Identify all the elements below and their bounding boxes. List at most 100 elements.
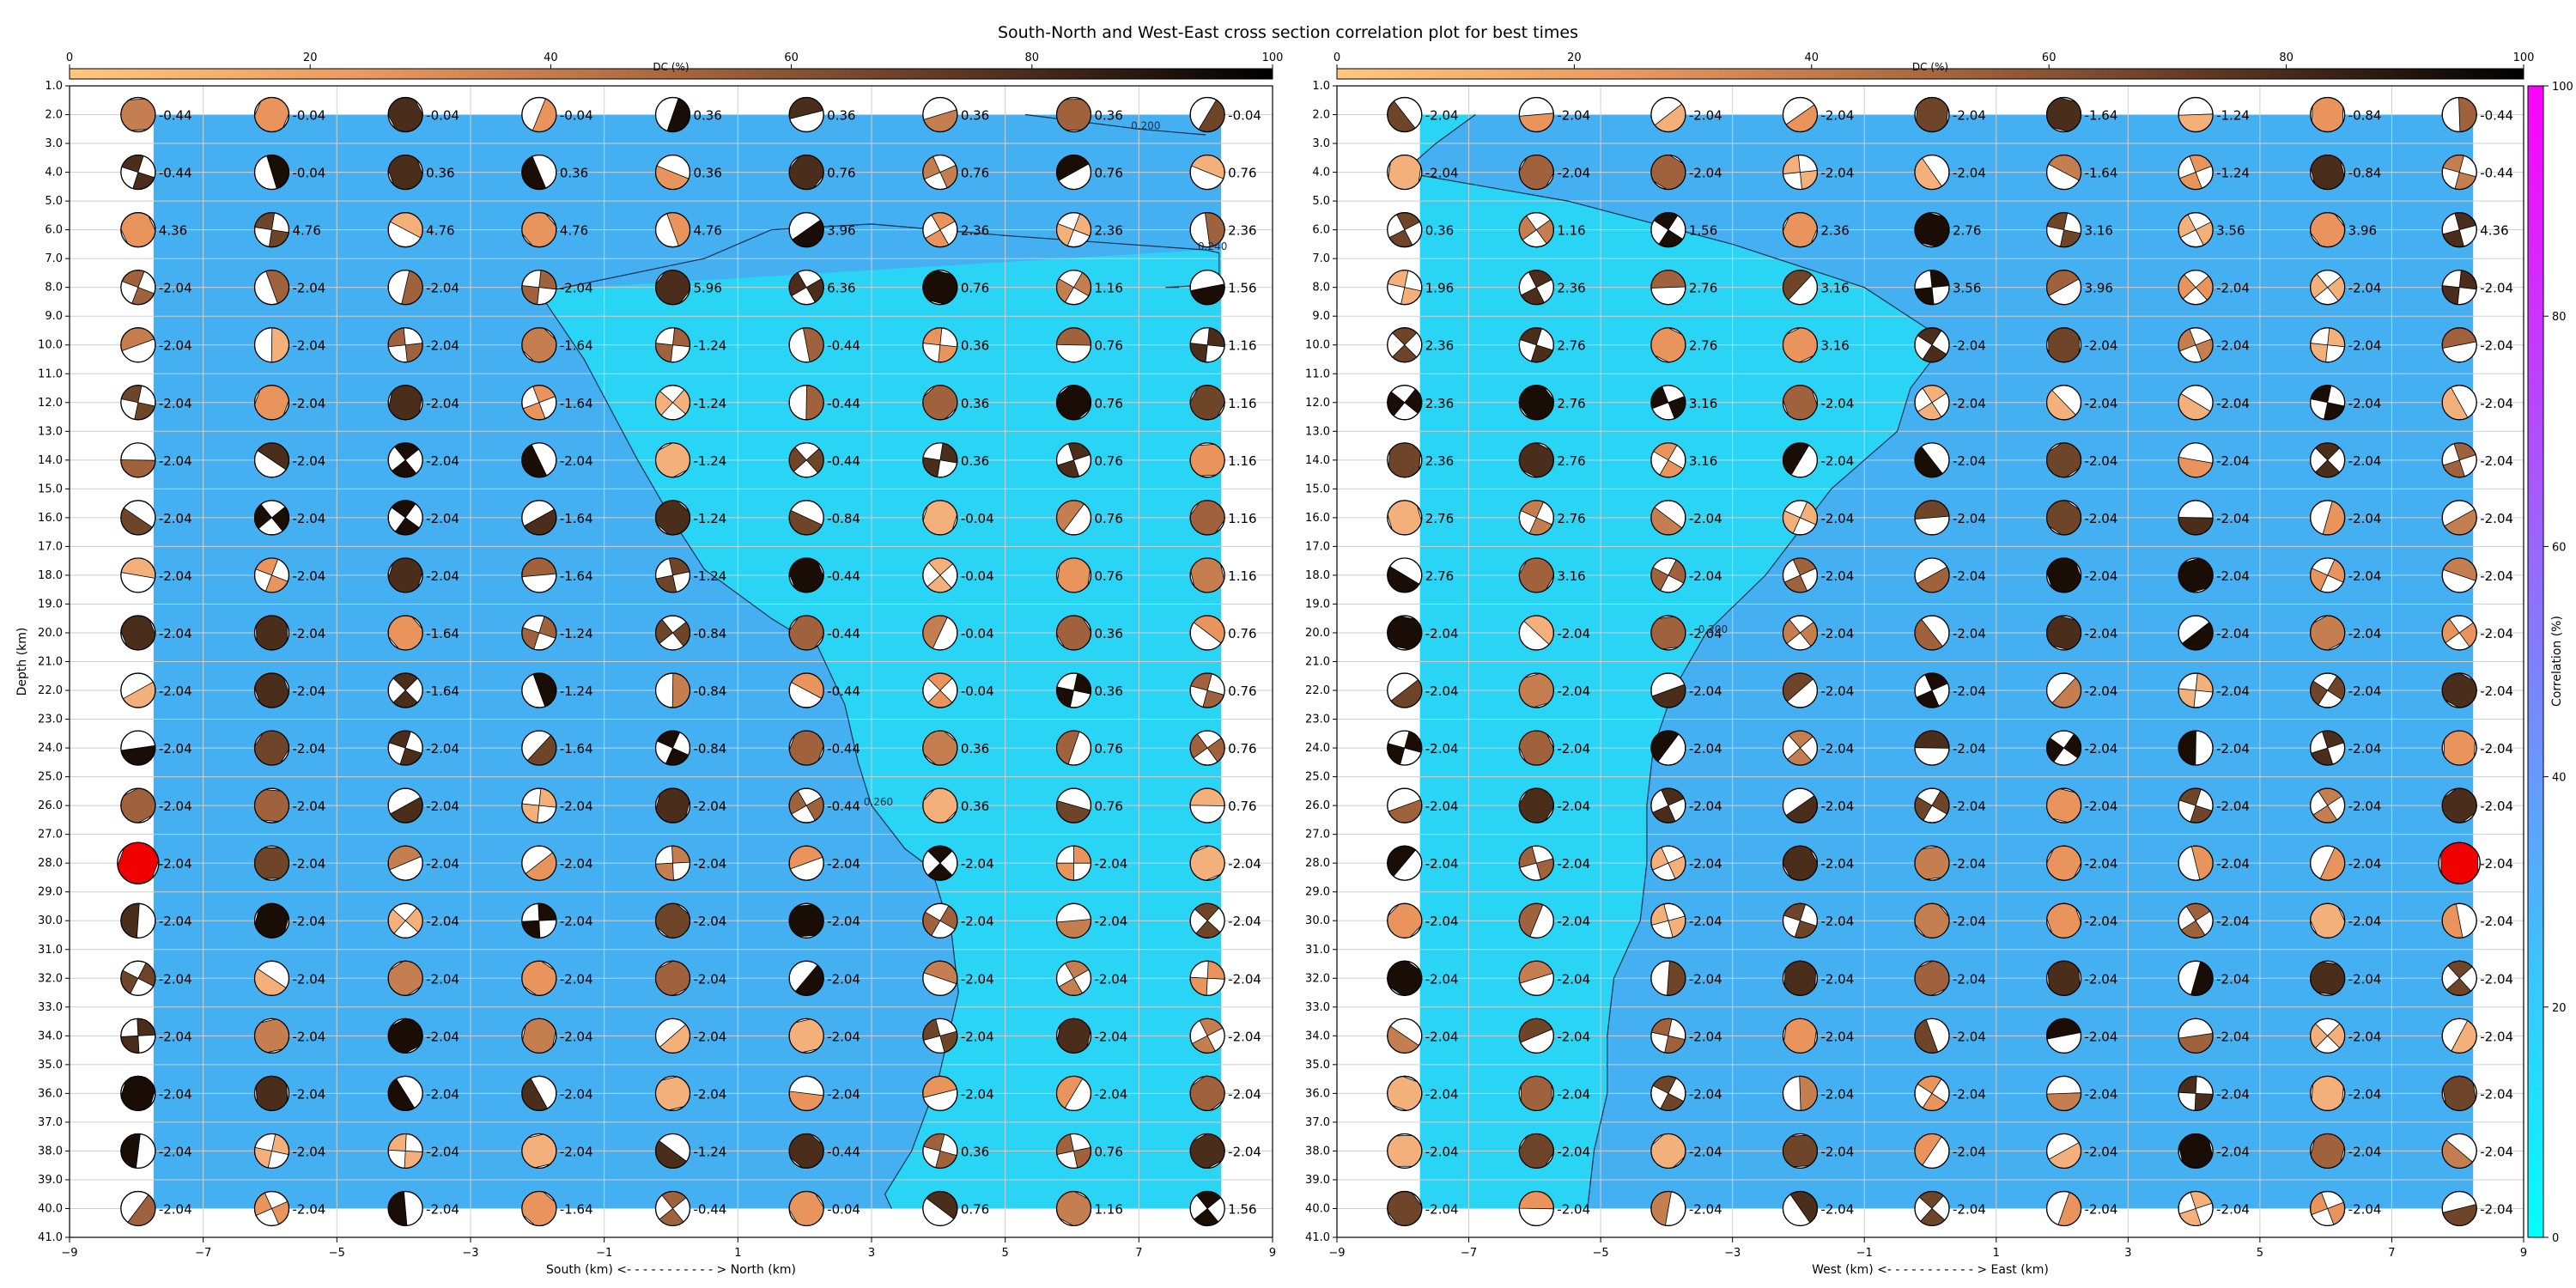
focal-mechanism — [1189, 327, 1225, 363]
focal-mechanism-outline — [1782, 902, 1819, 939]
focal-mechanism — [1387, 270, 1423, 306]
focal-mechanism-band — [2312, 97, 2344, 132]
focal-mechanism — [2441, 1133, 2477, 1170]
focal-mechanism-outline — [521, 1133, 557, 1170]
dc-colorbar-tick-label: 40 — [1805, 52, 1820, 64]
focal-mechanism-outline — [788, 442, 824, 478]
time-shift-label: 0.76 — [1095, 1144, 1123, 1159]
focal-mechanism-outline — [2441, 1018, 2477, 1054]
time-shift-label: -2.04 — [2348, 971, 2382, 987]
focal-mechanism-outline — [1518, 442, 1554, 478]
time-shift-label: -2.04 — [2348, 281, 2382, 296]
time-shift-label: -2.04 — [1820, 568, 1854, 584]
focal-mechanism — [922, 154, 958, 191]
correlation-colorbar: Correlation (%) 0 20 40 60 80 100 — [2527, 81, 2573, 1245]
time-shift-label: 0.76 — [1095, 166, 1123, 181]
focal-mechanism — [1387, 730, 1423, 766]
focal-mechanism-outline — [1782, 1018, 1819, 1054]
time-shift-label: -2.04 — [1953, 511, 1986, 526]
y-tick-label: 21.0 — [38, 656, 63, 669]
focal-mechanism — [2178, 385, 2214, 421]
focal-mechanism-outline — [1782, 615, 1819, 651]
focal-mechanism-band — [254, 847, 289, 879]
time-shift-label: 1.16 — [1228, 453, 1256, 469]
time-shift-label: -2.04 — [560, 453, 593, 469]
time-shift-label: -0.44 — [159, 166, 192, 181]
y-tick-label: 9.0 — [1312, 310, 1330, 323]
focal-mechanism-outline — [521, 270, 557, 306]
focal-mechanism-outline — [654, 442, 691, 478]
focal-mechanism — [1518, 1190, 1554, 1227]
time-shift-label: -2.04 — [1425, 741, 1459, 756]
time-shift-label: -2.04 — [2480, 799, 2513, 814]
focal-mechanism-outline — [120, 557, 156, 593]
focal-mechanism-outline — [387, 672, 423, 708]
time-shift-label: -2.04 — [1228, 1029, 1261, 1044]
focal-mechanism-outline — [521, 385, 557, 421]
time-shift-label: -1.64 — [560, 511, 593, 526]
focal-mechanism — [253, 154, 290, 191]
focal-mechanism-outline — [1518, 154, 1554, 191]
focal-mechanism-outline — [387, 1075, 423, 1111]
focal-mechanism — [1782, 845, 1819, 881]
focal-mechanism — [2441, 787, 2477, 823]
dc-colorbar-tick-label: 40 — [544, 52, 558, 64]
focal-mechanism — [654, 787, 691, 823]
time-shift-label: -2.04 — [2216, 281, 2250, 296]
focal-mechanism — [1055, 1133, 1092, 1170]
x-tick-label: −1 — [596, 1247, 612, 1260]
focal-mechanism — [1782, 787, 1819, 823]
focal-mechanism — [1782, 615, 1819, 651]
time-shift-label: -1.64 — [426, 626, 459, 641]
time-shift-label: -2.04 — [426, 856, 459, 872]
focal-mechanism-outline — [1650, 154, 1686, 191]
focal-mechanism-outline — [1055, 1190, 1092, 1227]
focal-mechanism-outline — [788, 212, 824, 248]
time-shift-label: -0.44 — [827, 396, 860, 411]
time-shift-label: -0.04 — [961, 626, 994, 641]
time-shift-label: -2.04 — [2216, 741, 2250, 756]
focal-mechanism — [788, 327, 824, 363]
focal-mechanism-outline — [2045, 1018, 2082, 1054]
focal-mechanism — [2045, 615, 2082, 651]
focal-mechanism-outline — [654, 500, 691, 536]
focal-mechanism — [788, 1133, 824, 1170]
focal-mechanism — [1518, 442, 1554, 478]
focal-mechanism-outline — [2438, 841, 2481, 884]
time-shift-label: -2.04 — [159, 799, 192, 814]
focal-mechanism — [2441, 672, 2477, 708]
time-shift-label: -0.44 — [827, 1144, 860, 1159]
focal-mechanism — [1387, 960, 1423, 996]
focal-mechanism — [922, 327, 958, 363]
focal-mechanism — [521, 1075, 557, 1111]
focal-mechanism-band — [2443, 730, 2476, 766]
focal-mechanism — [788, 270, 824, 306]
focal-mechanism-outline — [2310, 270, 2346, 306]
focal-mechanism-outline — [1055, 212, 1092, 248]
time-shift-label: -2.04 — [2480, 511, 2513, 526]
focal-mechanism-outline — [1650, 1190, 1686, 1227]
focal-mechanism-outline — [1914, 442, 1950, 478]
time-shift-label: 2.76 — [1557, 396, 1585, 411]
focal-mechanism — [2045, 270, 2082, 306]
focal-mechanism — [922, 270, 958, 306]
time-shift-label: 0.76 — [1095, 568, 1123, 584]
focal-mechanism — [2441, 327, 2477, 363]
time-shift-label: -2.04 — [1953, 856, 1986, 872]
time-shift-label: -2.04 — [2085, 741, 2118, 756]
focal-mechanism — [1650, 154, 1686, 191]
focal-mechanism-outline — [2178, 960, 2214, 996]
focal-mechanism — [1518, 270, 1554, 306]
correlation-colorbar-tick-label: 80 — [2552, 311, 2567, 324]
focal-mechanism — [1650, 442, 1686, 478]
focal-mechanism — [120, 557, 156, 593]
focal-mechanism — [387, 154, 423, 191]
y-tick-label: 3.0 — [45, 137, 63, 150]
focal-mechanism — [1782, 557, 1819, 593]
time-shift-label: 0.36 — [694, 166, 722, 181]
focal-mechanism-outline — [1055, 615, 1092, 651]
focal-mechanism-outline — [387, 1190, 423, 1227]
focal-mechanism — [1650, 1133, 1686, 1170]
time-shift-label: -2.04 — [293, 1201, 326, 1217]
focal-mechanism — [253, 442, 290, 478]
